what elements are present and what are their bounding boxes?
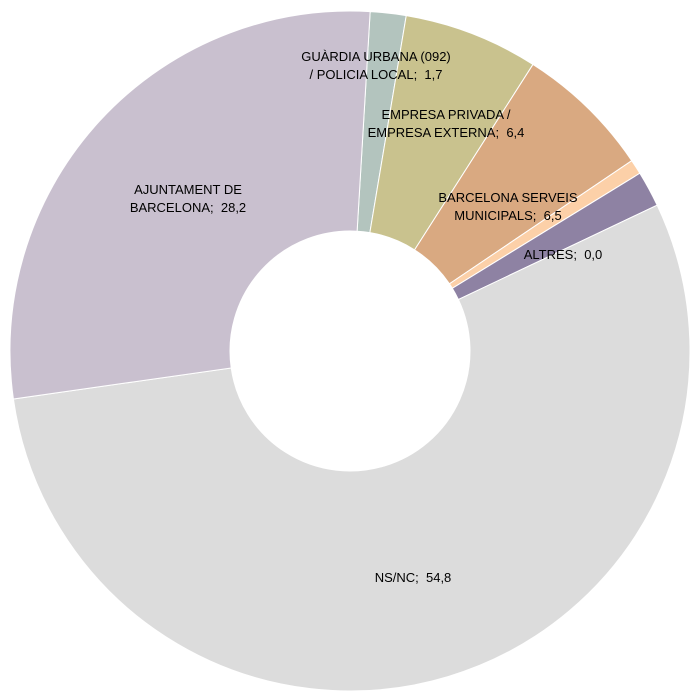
data-label: ALTRES0,0 bbox=[503, 246, 623, 264]
donut-slice bbox=[12, 204, 691, 692]
data-label: GUÀRDIA URBANA (092) / POLICIA LOCAL1,7 bbox=[301, 48, 451, 84]
value-label: 1,7 bbox=[424, 67, 443, 82]
value-label: 6,5 bbox=[543, 208, 562, 223]
data-label: NS/NC54,8 bbox=[343, 569, 483, 587]
value-label: 28,2 bbox=[220, 200, 247, 215]
value-label: 0,0 bbox=[584, 247, 603, 262]
data-label: EMPRESA PRIVADA / EMPRESA EXTERNA6,4 bbox=[359, 106, 534, 142]
category-label: EMPRESA PRIVADA / EMPRESA EXTERNA bbox=[368, 107, 511, 140]
data-label: AJUNTAMENT DE BARCELONA28,2 bbox=[108, 181, 268, 217]
category-label: NS/NC bbox=[375, 570, 426, 585]
value-label: 54,8 bbox=[425, 570, 452, 585]
data-label: BARCELONA SERVEIS MUNICIPALS6,5 bbox=[418, 189, 598, 225]
category-label: ALTRES bbox=[524, 247, 584, 262]
donut-slice bbox=[9, 10, 371, 400]
value-label: 6,4 bbox=[506, 125, 525, 140]
